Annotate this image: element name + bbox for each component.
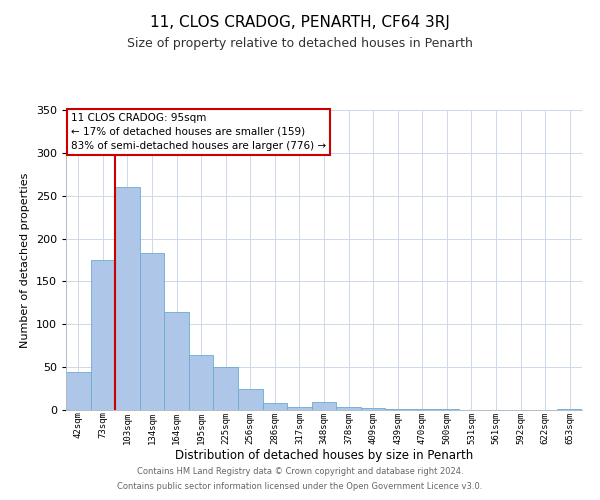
Bar [434, 409, 459, 410]
Bar [410, 409, 434, 410]
Y-axis label: Number of detached properties: Number of detached properties [20, 172, 30, 348]
Bar [238, 388, 263, 410]
Text: Contains HM Land Registry data © Crown copyright and database right 2024.: Contains HM Land Registry data © Crown c… [137, 467, 463, 476]
Bar [287, 406, 312, 410]
Bar [66, 372, 91, 410]
Text: 11 CLOS CRADOG: 95sqm
← 17% of detached houses are smaller (159)
83% of semi-det: 11 CLOS CRADOG: 95sqm ← 17% of detached … [71, 113, 326, 151]
Bar [214, 367, 238, 410]
Bar [189, 355, 214, 410]
Text: Contains public sector information licensed under the Open Government Licence v3: Contains public sector information licen… [118, 482, 482, 491]
Bar [336, 406, 361, 410]
Bar [385, 409, 410, 410]
Bar [115, 187, 140, 410]
Bar [557, 409, 582, 410]
Bar [164, 312, 189, 410]
Bar [263, 403, 287, 410]
Bar [312, 402, 336, 410]
Bar [361, 408, 385, 410]
Bar [140, 253, 164, 410]
Text: Size of property relative to detached houses in Penarth: Size of property relative to detached ho… [127, 38, 473, 51]
Text: 11, CLOS CRADOG, PENARTH, CF64 3RJ: 11, CLOS CRADOG, PENARTH, CF64 3RJ [150, 15, 450, 30]
Bar [91, 260, 115, 410]
X-axis label: Distribution of detached houses by size in Penarth: Distribution of detached houses by size … [175, 449, 473, 462]
